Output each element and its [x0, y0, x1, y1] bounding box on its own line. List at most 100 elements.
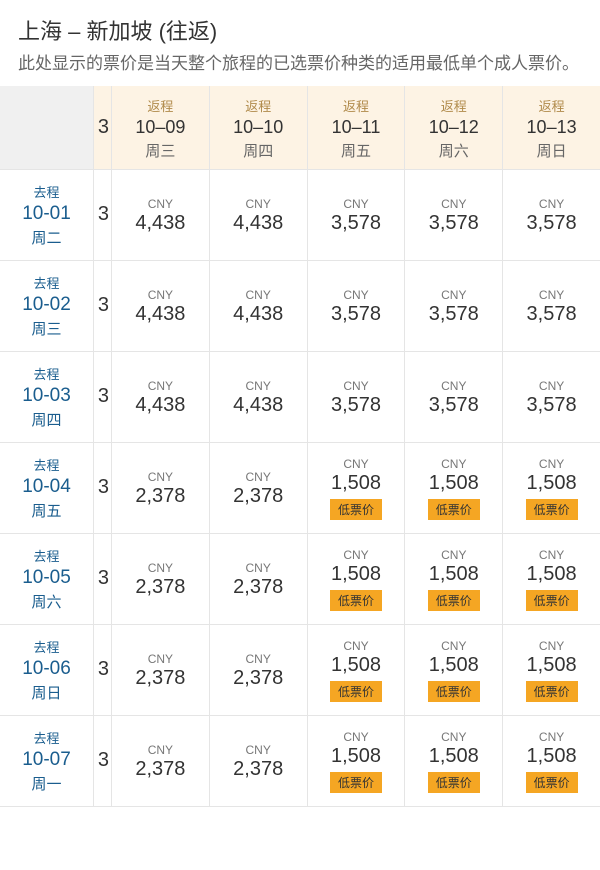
fare-cell[interactable]: CNY2,378	[112, 625, 210, 715]
currency-label: CNY	[343, 639, 368, 653]
fare-cell[interactable]: CNY3,578	[405, 170, 503, 260]
currency-label: CNY	[441, 197, 466, 211]
depart-date-header[interactable]: 去程10-07周一	[0, 716, 94, 806]
fare-row: 去程10-02周三3CNY4,438CNY4,438CNY3,578CNY3,5…	[0, 261, 600, 352]
low-fare-badge: 低票价	[330, 681, 382, 702]
partial-column: 3	[94, 261, 112, 351]
return-date-header[interactable]: 返程10–10周四	[210, 86, 308, 169]
fare-price: 4,438	[135, 212, 185, 235]
fare-cell[interactable]: CNY3,578	[405, 352, 503, 442]
fare-cell[interactable]: CNY4,438	[112, 352, 210, 442]
depart-date: 10-03	[4, 385, 89, 407]
fare-cell[interactable]: CNY2,378	[112, 716, 210, 806]
fare-price: 4,438	[233, 303, 283, 326]
fare-cell[interactable]: CNY1,508低票价	[503, 443, 600, 533]
fare-cell[interactable]: CNY3,578	[308, 352, 406, 442]
fare-price: 3,578	[429, 394, 479, 417]
fare-cell[interactable]: CNY2,378	[112, 534, 210, 624]
return-date: 10–12	[429, 117, 479, 138]
fare-cell[interactable]: CNY3,578	[308, 170, 406, 260]
low-fare-badge: 低票价	[526, 499, 578, 520]
fare-cell[interactable]: CNY3,578	[503, 352, 600, 442]
low-fare-badge: 低票价	[330, 590, 382, 611]
currency-label: CNY	[246, 379, 271, 393]
fare-price: 4,438	[135, 303, 185, 326]
fare-cell[interactable]: CNY3,578	[405, 261, 503, 351]
fare-calendar-grid: 3 返程10–09周三返程10–10周四返程10–11周五返程10–12周六返程…	[0, 86, 600, 807]
fare-cell[interactable]: CNY1,508低票价	[405, 625, 503, 715]
fare-price: 1,508	[331, 745, 381, 768]
depart-date-header[interactable]: 去程10-01周二	[0, 170, 94, 260]
depart-label: 去程	[4, 455, 89, 474]
fare-cell[interactable]: CNY1,508低票价	[308, 716, 406, 806]
currency-label: CNY	[343, 457, 368, 471]
low-fare-badge: 低票价	[526, 772, 578, 793]
return-label: 返程	[245, 96, 271, 115]
depart-date: 10-06	[4, 658, 89, 680]
currency-label: CNY	[441, 379, 466, 393]
currency-label: CNY	[148, 197, 173, 211]
fare-cell[interactable]: CNY1,508低票价	[308, 625, 406, 715]
currency-label: CNY	[539, 379, 564, 393]
fare-price: 4,438	[233, 394, 283, 417]
fare-cell[interactable]: CNY1,508低票价	[308, 534, 406, 624]
fare-cell[interactable]: CNY2,378	[210, 625, 308, 715]
currency-label: CNY	[343, 288, 368, 302]
fare-cell[interactable]: CNY1,508低票价	[308, 443, 406, 533]
fare-cell[interactable]: CNY2,378	[210, 716, 308, 806]
depart-day: 周一	[4, 773, 89, 794]
depart-label: 去程	[4, 364, 89, 383]
depart-date-header[interactable]: 去程10-06周日	[0, 625, 94, 715]
currency-label: CNY	[441, 730, 466, 744]
fare-cell[interactable]: CNY1,508低票价	[503, 534, 600, 624]
return-day: 周四	[243, 140, 273, 161]
return-date-header[interactable]: 返程10–11周五	[308, 86, 406, 169]
currency-label: CNY	[441, 548, 466, 562]
fare-row: 去程10-05周六3CNY2,378CNY2,378CNY1,508低票价CNY…	[0, 534, 600, 625]
fare-price: 1,508	[527, 563, 577, 586]
partial-column: 3	[94, 534, 112, 624]
currency-label: CNY	[246, 652, 271, 666]
depart-day: 周日	[4, 682, 89, 703]
fare-cell[interactable]: CNY1,508低票价	[405, 716, 503, 806]
fare-cell[interactable]: CNY4,438	[210, 170, 308, 260]
currency-label: CNY	[539, 288, 564, 302]
fare-price: 4,438	[135, 394, 185, 417]
fare-cell[interactable]: CNY2,378	[210, 534, 308, 624]
fare-cell[interactable]: CNY3,578	[503, 261, 600, 351]
fare-cell[interactable]: CNY3,578	[308, 261, 406, 351]
fare-price: 2,378	[233, 485, 283, 508]
depart-date-header[interactable]: 去程10-05周六	[0, 534, 94, 624]
currency-label: CNY	[246, 470, 271, 484]
currency-label: CNY	[441, 639, 466, 653]
return-date-header[interactable]: 返程10–12周六	[405, 86, 503, 169]
fare-cell[interactable]: CNY2,378	[112, 443, 210, 533]
column-header-row: 3 返程10–09周三返程10–10周四返程10–11周五返程10–12周六返程…	[0, 86, 600, 170]
fare-cell[interactable]: CNY1,508低票价	[405, 443, 503, 533]
fare-cell[interactable]: CNY4,438	[210, 352, 308, 442]
return-date-header[interactable]: 返程10–09周三	[112, 86, 210, 169]
fare-price: 1,508	[331, 472, 381, 495]
return-date: 10–11	[332, 117, 381, 138]
fare-price: 2,378	[233, 667, 283, 690]
fare-row: 去程10-01周二3CNY4,438CNY4,438CNY3,578CNY3,5…	[0, 170, 600, 261]
currency-label: CNY	[148, 652, 173, 666]
fare-cell[interactable]: CNY3,578	[503, 170, 600, 260]
depart-date: 10-05	[4, 567, 89, 589]
depart-date-header[interactable]: 去程 10-03周四	[0, 352, 94, 442]
fare-cell[interactable]: CNY4,438	[112, 170, 210, 260]
depart-date-header[interactable]: 去程10-04周五	[0, 443, 94, 533]
return-date-header[interactable]: 返程10–13周日	[503, 86, 600, 169]
fare-cell[interactable]: CNY1,508低票价	[405, 534, 503, 624]
return-label: 返程	[343, 96, 369, 115]
depart-day: 周四	[4, 409, 89, 430]
fare-cell[interactable]: CNY2,378	[210, 443, 308, 533]
fare-price: 1,508	[429, 472, 479, 495]
fare-cell[interactable]: CNY4,438	[112, 261, 210, 351]
fare-cell[interactable]: CNY1,508低票价	[503, 625, 600, 715]
fare-cell[interactable]: CNY4,438	[210, 261, 308, 351]
depart-date-header[interactable]: 去程10-02周三	[0, 261, 94, 351]
fare-cell[interactable]: CNY1,508低票价	[503, 716, 600, 806]
fare-price: 2,378	[135, 576, 185, 599]
page-header: 上海 – 新加坡 (往返) 此处显示的票价是当天整个旅程的已选票价种类的适用最低…	[0, 0, 600, 86]
